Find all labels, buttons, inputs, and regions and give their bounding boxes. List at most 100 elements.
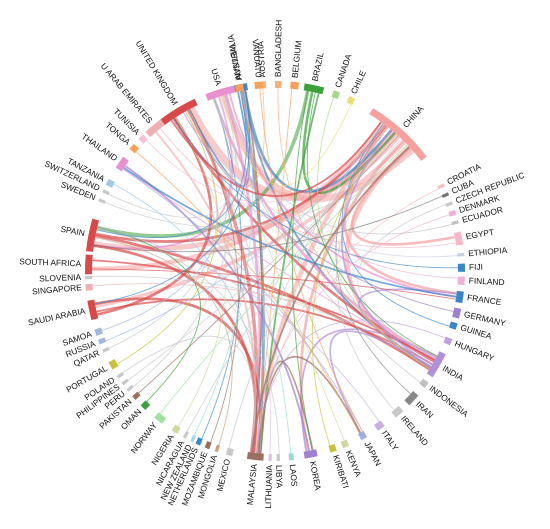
node-label-united-kingdom: UNITED KINGDOM — [134, 39, 180, 107]
link-india-to-japan — [329, 330, 432, 434]
link-japan-to-thailand — [122, 168, 363, 432]
node-arc-canada — [331, 90, 340, 100]
node-arc-fiji — [457, 263, 465, 272]
node-arc-new-zealand — [190, 434, 197, 443]
link-chile-to-usa — [221, 95, 352, 186]
node-arc-lithuania — [268, 453, 272, 461]
node-arc-mongolia — [214, 444, 220, 453]
node-label-slovenia: SLOVENIA — [39, 272, 82, 283]
link-mozambique-to-united-kingdom — [189, 108, 239, 443]
node-arc-bangladesh — [275, 81, 282, 89]
link-tanzania-to-malaysia — [113, 183, 262, 454]
node-arc-spain — [86, 218, 100, 252]
node-label-canada: CANADA — [333, 52, 354, 89]
node-arc-chile — [346, 96, 356, 106]
node-label-brazil: BRAZIL — [310, 51, 326, 82]
link-egypt-to-u-arab-emirates — [159, 128, 456, 248]
link-vanuatu-to-japan — [259, 88, 363, 432]
link-tunisia-to-china — [146, 125, 387, 203]
node-arc-singapore — [85, 283, 94, 291]
node-label-austria: AUSTRIA — [255, 40, 267, 77]
link-australia-to-spain — [96, 91, 247, 238]
link-netherlands-to-usa — [201, 98, 243, 439]
node-label-belgium: BELGIUM — [290, 40, 304, 79]
link-france-to-thailand — [123, 167, 457, 298]
link-ethiopia-to-united-kingdom — [189, 108, 458, 258]
node-label-hungary: HUNGARY — [453, 338, 496, 363]
node-label-france: FRANCE — [467, 292, 503, 307]
link-ecuador-to-usa — [226, 94, 453, 235]
node-arc-italy — [373, 420, 385, 431]
link-italy-to-spain — [97, 226, 380, 422]
node-arc-egypt — [454, 231, 464, 246]
link-australia-to-saudi-arabia — [94, 90, 250, 305]
node-arc-germany — [452, 307, 462, 319]
node-arc-russia — [97, 337, 107, 345]
link-guinea-to-china — [341, 123, 450, 327]
node-label-egypt: EGYPT — [465, 227, 495, 242]
link-kenya-to-usa — [212, 98, 345, 441]
link-norway-to-china — [159, 144, 408, 414]
link-brazil-to-korea — [291, 90, 313, 451]
link-india-to-china — [341, 129, 433, 366]
node-arc-kiribati — [328, 444, 337, 453]
link-mexico-to-china — [228, 121, 382, 449]
node-arc-vanuatu — [254, 81, 264, 90]
node-arc-united-kingdom — [160, 98, 198, 125]
node-arc-vietnam — [234, 83, 245, 93]
arc-layer — [84, 81, 465, 461]
node-arc-indonesia — [419, 378, 429, 388]
node-label-fiji: FIJI — [469, 262, 483, 272]
node-label-ireland: IRELAND — [399, 414, 430, 448]
node-label-india: INDIA — [441, 363, 466, 383]
node-label-usa: USA — [209, 67, 224, 87]
node-arc-tonga — [129, 143, 140, 154]
link-austria-to-united-kingdom — [185, 88, 265, 187]
node-arc-kenya — [340, 439, 350, 449]
node-arc-poland — [116, 372, 125, 379]
node-arc-ireland — [391, 405, 404, 418]
node-label-singapore: SINGAPORE — [32, 282, 83, 296]
node-arc-laos — [288, 453, 295, 461]
node-label-china: CHINA — [401, 103, 426, 129]
node-label-malaysia: MALAYSIA — [245, 463, 259, 505]
node-arc-ethiopia — [457, 252, 465, 257]
node-arc-qatar — [102, 346, 110, 353]
link-czech-republic-to-india — [357, 204, 446, 360]
link-finland-to-usa — [224, 94, 458, 279]
link-china-to-australia — [240, 91, 397, 194]
node-label-laos: LAOS — [288, 464, 300, 488]
node-arc-oman — [140, 400, 151, 410]
node-arc-brazil — [303, 83, 325, 95]
node-arc-tanzania — [105, 178, 115, 188]
node-arc-slovenia — [85, 275, 93, 280]
node-label-italy: ITALY — [380, 429, 401, 453]
link-china-to-south-africa — [91, 121, 385, 272]
node-label-japan: JAPAN — [362, 440, 383, 468]
node-arc-peru — [126, 384, 134, 392]
node-arc-hungary — [443, 336, 453, 346]
node-arc-saudi-arabia — [87, 299, 99, 321]
node-arc-portugal — [108, 359, 119, 370]
link-tonga-to-japan — [135, 151, 360, 434]
link-saudi-arabia-to-india — [96, 298, 433, 366]
node-arc-cuba — [441, 192, 450, 199]
node-arc-nicaragua — [182, 431, 190, 439]
link-philippines-to-china — [127, 135, 399, 381]
node-label-spain: SPAIN — [60, 224, 86, 238]
link-usa-to-france — [228, 93, 457, 298]
node-arc-u-arab-emirates — [145, 119, 165, 138]
node-arc-croatia — [437, 183, 446, 190]
node-arc-czech-republic — [445, 201, 453, 207]
node-arc-norway — [154, 412, 167, 424]
node-label-norway: NORWAY — [128, 420, 159, 455]
node-label-iran: IRAN — [414, 399, 435, 420]
node-arc-guinea — [449, 321, 458, 330]
link-mongolia-to-spain — [94, 237, 233, 446]
node-label-saudi-arabia: SAUDI ARABIA — [27, 306, 86, 328]
node-label-vietnam: VIETNAM — [227, 43, 244, 81]
node-label-bangladesh: BANGLADESH — [273, 20, 284, 77]
node-label-korea: KOREA — [308, 460, 323, 491]
